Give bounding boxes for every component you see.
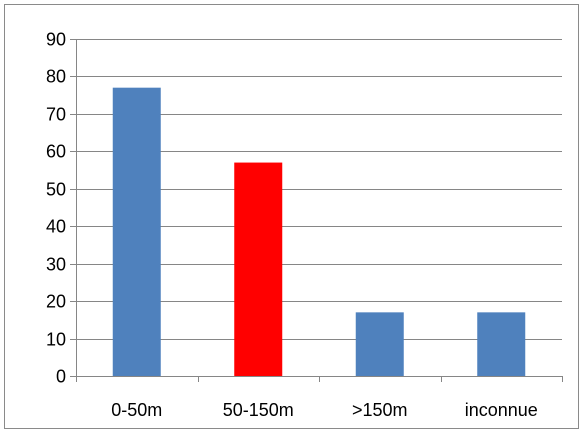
y-tick-labels: 0 10 20 30 40 50 60 70 80 90 (46, 30, 66, 387)
y-tick-label: 70 (46, 105, 66, 125)
x-tick-labels: 0-50m 50-150m >150m inconnue (111, 400, 538, 420)
bar-2 (234, 162, 283, 376)
x-tick-label: 0-50m (111, 400, 162, 420)
x-axis (76, 376, 563, 382)
bar-1 (112, 87, 161, 376)
y-tick-label: 40 (46, 217, 66, 237)
y-tick-label: 60 (46, 142, 66, 162)
y-tick-label: 50 (46, 180, 66, 200)
y-tick-label: 10 (46, 330, 66, 350)
bar-4 (477, 312, 526, 376)
bar-3 (355, 312, 404, 376)
y-tick-label: 0 (56, 367, 66, 387)
y-tick-label: 30 (46, 255, 66, 275)
bars (112, 87, 526, 376)
y-tick-label: 80 (46, 67, 66, 87)
x-tick-label: >150m (352, 400, 408, 420)
y-tick-label: 90 (46, 30, 66, 50)
y-tick-label: 20 (46, 292, 66, 312)
x-tick-label: 50-150m (223, 400, 294, 420)
y-axis (70, 39, 77, 377)
x-tick-label: inconnue (465, 400, 538, 420)
